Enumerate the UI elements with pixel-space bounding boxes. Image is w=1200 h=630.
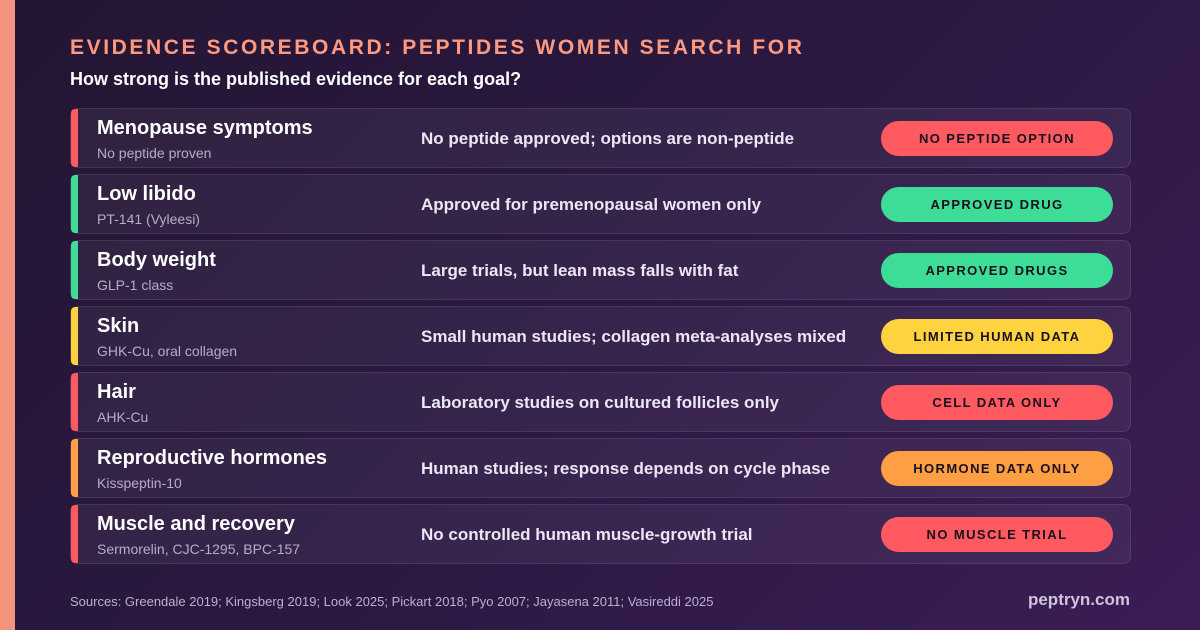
status-badge: CELL DATA ONLY — [881, 385, 1113, 420]
status-stripe — [71, 109, 78, 167]
brand-url: peptryn.com — [1027, 590, 1130, 609]
scoreboard-row: Menopause symptoms No peptide proven No … — [70, 108, 1131, 168]
status-badge: LIMITED HUMAN DATA — [881, 319, 1113, 354]
status-badge: APPROVED DRUGS — [881, 253, 1113, 288]
goal-label: Body weight — [97, 249, 216, 271]
scoreboard-row: Body weight GLP-1 class Large trials, bu… — [70, 240, 1131, 300]
peptide-label: PT-141 (Vyleesi) — [97, 211, 200, 227]
evidence-text: No controlled human muscle-growth trial — [421, 525, 753, 544]
status-stripe — [71, 373, 78, 431]
evidence-text: Human studies; response depends on cycle… — [421, 459, 831, 478]
peptide-label: Sermorelin, CJC-1295, BPC-157 — [97, 541, 301, 557]
peptide-label: AHK-Cu — [97, 409, 149, 425]
page-title: EVIDENCE SCOREBOARD: PEPTIDES WOMEN SEAR… — [70, 36, 805, 59]
goal-label: Menopause symptoms — [97, 117, 313, 139]
goal-label: Reproductive hormones — [97, 447, 328, 469]
status-badge: NO PEPTIDE OPTION — [881, 121, 1113, 156]
status-badge: HORMONE DATA ONLY — [881, 451, 1113, 486]
scoreboard-row: Reproductive hormones Kisspeptin-10 Huma… — [70, 438, 1131, 498]
status-stripe — [71, 175, 78, 233]
left-accent-bar — [0, 0, 15, 630]
evidence-text: Laboratory studies on cultured follicles… — [421, 393, 780, 412]
evidence-text: Small human studies; collagen meta-analy… — [421, 327, 847, 346]
scoreboard-row: Muscle and recovery Sermorelin, CJC-1295… — [70, 504, 1131, 564]
peptide-label: GHK-Cu, oral collagen — [97, 343, 238, 359]
status-stripe — [71, 439, 78, 497]
status-badge: APPROVED DRUG — [881, 187, 1113, 222]
peptide-label: GLP-1 class — [97, 277, 174, 293]
evidence-text: No peptide approved; options are non-pep… — [421, 129, 795, 148]
scoreboard-row: Skin GHK-Cu, oral collagen Small human s… — [70, 306, 1131, 366]
scoreboard-list: Menopause symptoms No peptide proven No … — [70, 108, 1131, 570]
evidence-text: Approved for premenopausal women only — [421, 195, 762, 214]
peptide-label: Kisspeptin-10 — [97, 475, 182, 491]
evidence-text: Large trials, but lean mass falls with f… — [421, 261, 739, 280]
goal-label: Muscle and recovery — [97, 513, 295, 535]
status-stripe — [71, 241, 78, 299]
status-stripe — [71, 505, 78, 563]
status-stripe — [71, 307, 78, 365]
goal-label: Hair — [97, 381, 136, 403]
sources-footnote: Sources: Greendale 2019; Kingsberg 2019;… — [70, 594, 714, 609]
status-badge: NO MUSCLE TRIAL — [881, 517, 1113, 552]
goal-label: Low libido — [97, 183, 196, 205]
page-subtitle: How strong is the published evidence for… — [70, 69, 522, 89]
peptide-label: No peptide proven — [97, 145, 212, 161]
scoreboard-row: Hair AHK-Cu Laboratory studies on cultur… — [70, 372, 1131, 432]
goal-label: Skin — [97, 315, 140, 337]
scoreboard-row: Low libido PT-141 (Vyleesi) Approved for… — [70, 174, 1131, 234]
